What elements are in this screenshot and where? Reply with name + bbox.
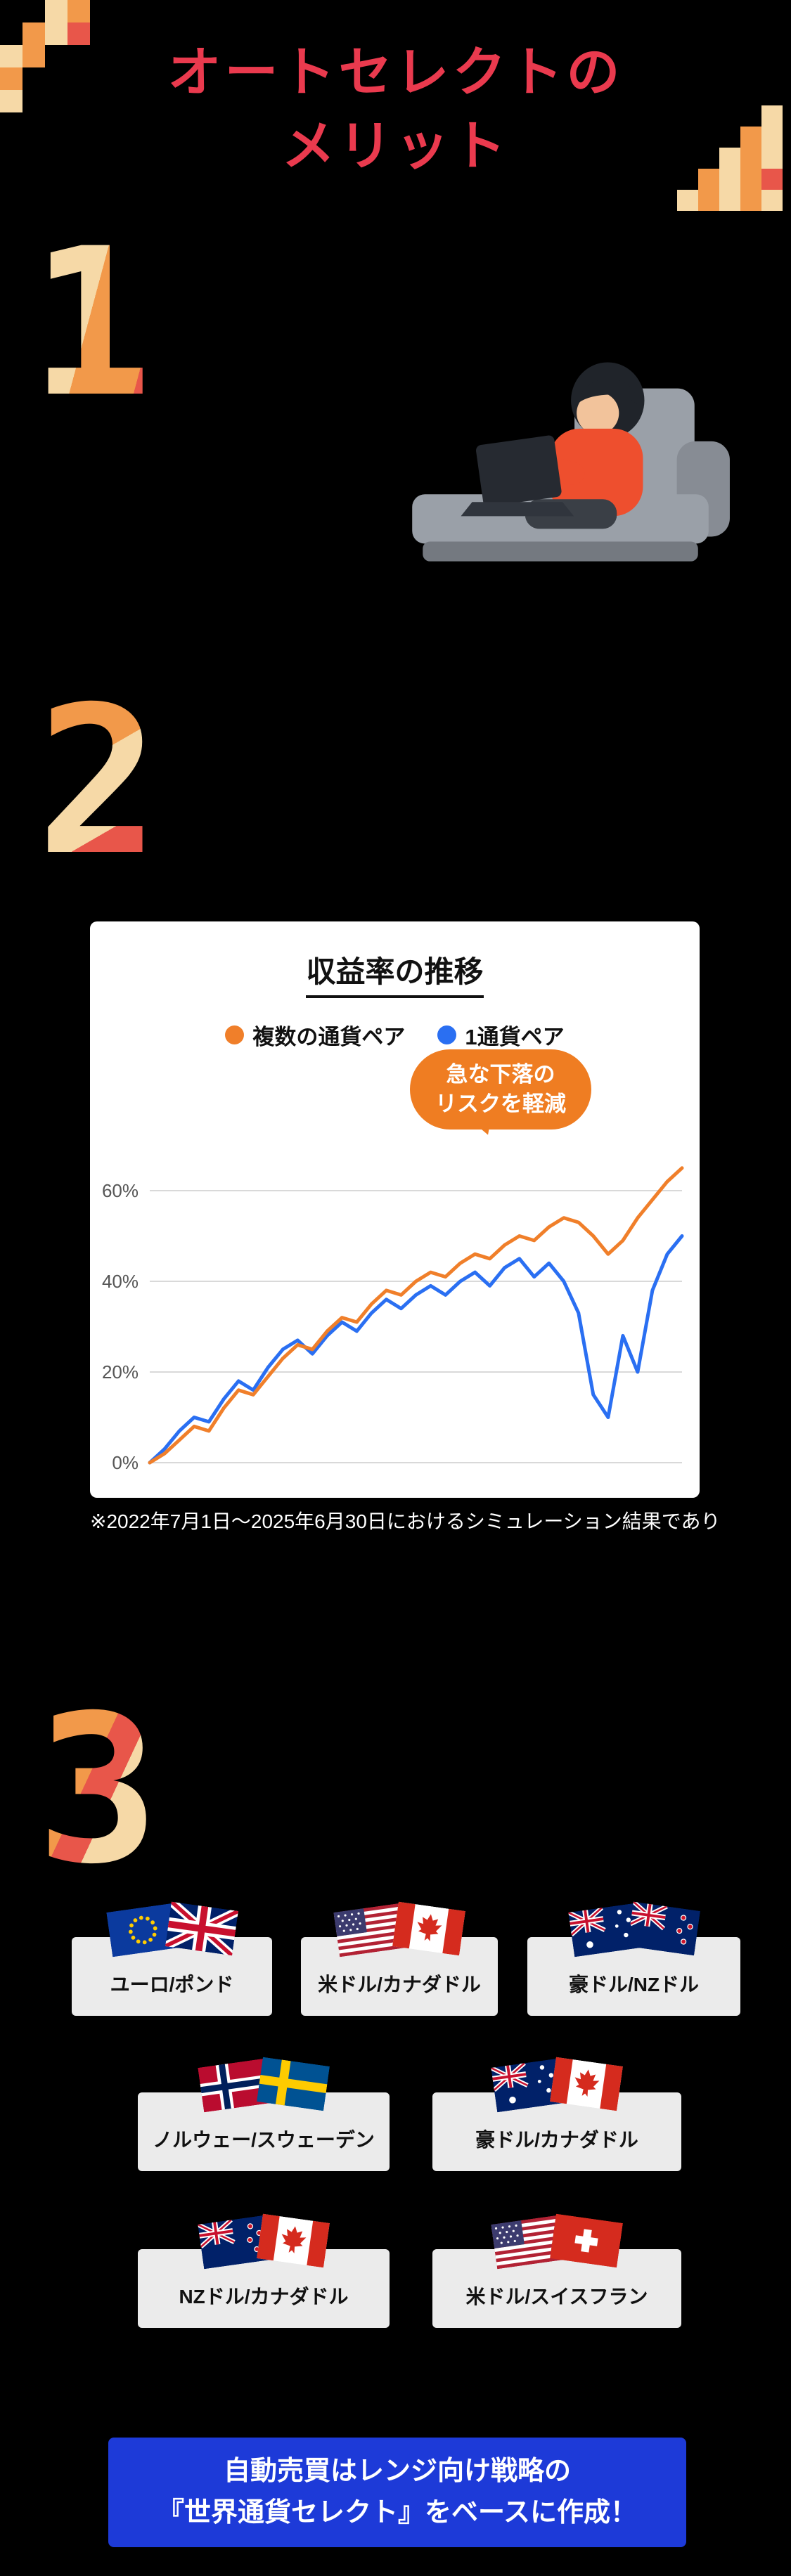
page-title-line2: メリット (281, 116, 510, 176)
flag-se-icon (257, 2057, 330, 2111)
banner-line1: 自動売買はレンジ向け戦略の (223, 2457, 571, 2487)
chart-card: 収益率の推移 複数の通貨ペア 1通貨ペア 急な下落の リスクを軽減 0% 20% 4… (90, 921, 700, 1498)
laptop-screen (476, 435, 562, 507)
callout-line1: 急な下落の (446, 1062, 555, 1087)
flag-ca-icon (392, 1902, 465, 1956)
currency-pair-card-usd-cad: 米ドル/カナダドル (301, 1906, 498, 2016)
flag-pair (494, 2218, 620, 2263)
pixel-decoration-right (677, 105, 783, 211)
svg-text:0%: 0% (112, 1452, 139, 1473)
page-title: オートセレクトの メリット (0, 37, 791, 184)
legend-label-single-pair: 1通貨ペア (465, 1025, 565, 1049)
flag-ca-icon (550, 2057, 623, 2111)
currency-pair-label: 豪ドル/NZドル (527, 1937, 740, 2016)
currency-pair-card-aud-cad: 豪ドル/カナダドル (432, 2062, 681, 2171)
legend-dot-orange-icon (225, 1025, 245, 1044)
currency-pair-label: ユーロ/ポンド (72, 1937, 272, 2016)
flag-pair (336, 1906, 463, 1951)
flag-pair (109, 1906, 236, 1951)
currency-pair-label: 豪ドル/カナダドル (432, 2092, 681, 2171)
svg-text:40%: 40% (102, 1271, 139, 1292)
legend-item-multi-pair: 複数の通貨ペア (225, 1019, 405, 1051)
currency-pair-card-usd-chf: 米ドル/スイスフラン (432, 2218, 681, 2328)
currency-pair-card-aud-nzd: 豪ドル/NZドル (527, 1906, 740, 2016)
callout-line2: リスクを軽減 (435, 1091, 566, 1116)
currency-pair-card-eur-gbp: ユーロ/ポンド (72, 1906, 272, 2016)
flag-gb-icon (165, 1902, 238, 1956)
flag-nz-icon (627, 1902, 700, 1956)
banner-line2: 『世界通貨セレクト』をベースに作成！ (157, 2498, 638, 2528)
chart-legend: 複数の通貨ペア 1通貨ペア (90, 1019, 700, 1051)
flag-ca-icon (257, 2214, 330, 2268)
section-number-1: 1 (30, 205, 153, 442)
chart-title: 収益率の推移 (306, 948, 484, 998)
person-face (577, 391, 619, 434)
flag-pair (571, 1906, 697, 1951)
bottom-banner: 自動売買はレンジ向け戦略の 『世界通貨セレクト』をベースに作成！ (108, 2438, 686, 2547)
laptop-base (461, 502, 574, 517)
chart-footnote: ※2022年7月1日～2025年6月30日におけるシミュレーション結果であり (90, 1510, 721, 1532)
section-number-3: 3 (37, 1672, 160, 1909)
chart-callout-bubble: 急な下落の リスクを軽減 (410, 1049, 591, 1130)
legend-item-single-pair: 1通貨ペア (437, 1019, 565, 1051)
currency-pair-label: ノルウェー/スウェーデン (138, 2092, 390, 2171)
flag-pair (200, 2218, 327, 2263)
couch-base (423, 541, 698, 562)
legend-label-multi-pair: 複数の通貨ペア (252, 1025, 406, 1049)
currency-pair-label: 米ドル/スイスフラン (432, 2249, 681, 2328)
line-chart: 0% 20% 40% 60% (102, 1166, 684, 1473)
currency-pair-label: NZドル/カナダドル (138, 2249, 390, 2328)
person-laptop-illustration (373, 321, 740, 590)
svg-text:20%: 20% (102, 1361, 139, 1383)
section-number-2: 2 (37, 664, 160, 900)
flag-pair (200, 2062, 327, 2106)
currency-pair-card-nzd-cad: NZドル/カナダドル (138, 2218, 390, 2328)
flag-pair (494, 2062, 620, 2106)
currency-pair-card-nok-sek: ノルウェー/スウェーデン (138, 2062, 390, 2171)
legend-dot-blue-icon (437, 1025, 457, 1044)
pixel-decoration-top-left (0, 0, 90, 112)
page-title-line1: オートセレクトの (167, 43, 624, 103)
currency-pair-label: 米ドル/カナダドル (301, 1937, 498, 2016)
flag-ch-icon (550, 2214, 623, 2268)
person-body (549, 428, 643, 517)
svg-text:60%: 60% (102, 1180, 139, 1201)
